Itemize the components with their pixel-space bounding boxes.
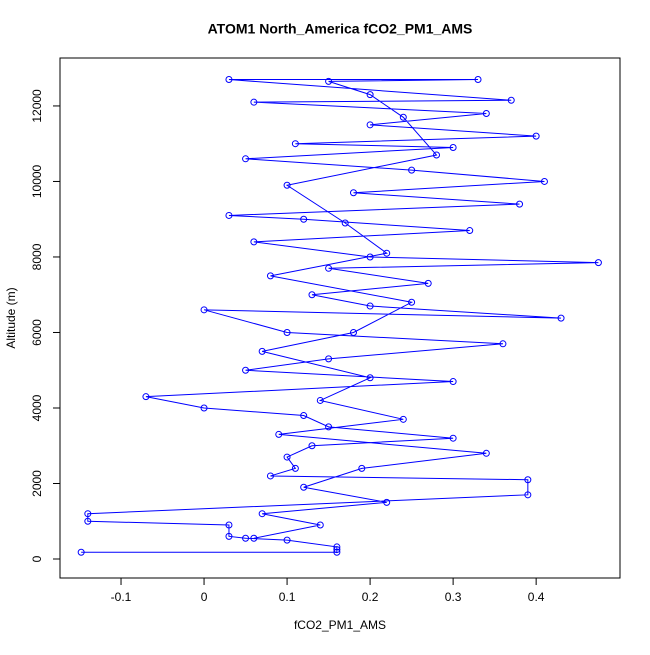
y-tick-label: 8000	[30, 243, 44, 270]
data-point	[524, 476, 532, 484]
x-axis-label: fCO2_PM1_AMS	[294, 618, 386, 632]
data-point	[524, 491, 532, 499]
data-point	[266, 472, 274, 480]
y-axis-label: Altitude (m)	[4, 287, 18, 348]
data-point	[482, 449, 490, 457]
data-point	[557, 314, 565, 322]
y-tick-label: 4000	[30, 394, 44, 421]
data-point	[225, 211, 233, 219]
data-point	[258, 510, 266, 518]
data-point	[358, 464, 366, 472]
data-point	[433, 151, 441, 159]
data-point	[482, 109, 490, 117]
data-point	[466, 227, 474, 235]
data-point	[399, 113, 407, 121]
x-tick-label: 0.2	[362, 590, 379, 604]
data-point	[250, 238, 258, 246]
x-tick-label: 0.3	[445, 590, 462, 604]
data-point	[300, 215, 308, 223]
data-point	[449, 434, 457, 442]
data-line	[81, 79, 599, 553]
data-point	[308, 291, 316, 299]
data-point	[532, 132, 540, 140]
data-point	[366, 121, 374, 129]
chart-title: ATOM1 North_America fCO2_PM1_AMS	[208, 21, 473, 37]
data-point	[366, 374, 374, 382]
data-point	[250, 98, 258, 106]
data-point	[142, 393, 150, 401]
data-point	[499, 340, 507, 348]
data-point	[84, 517, 92, 525]
data-point	[594, 259, 602, 267]
data-point	[258, 347, 266, 355]
data-point	[291, 464, 299, 472]
data-point	[283, 181, 291, 189]
data-point	[333, 548, 341, 556]
data-point	[474, 76, 482, 84]
data-point	[242, 534, 250, 542]
data-point	[540, 177, 548, 185]
data-point	[399, 415, 407, 423]
data-point	[300, 412, 308, 420]
data-point	[516, 200, 524, 208]
data-point	[242, 155, 250, 163]
data-point	[383, 498, 391, 506]
data-point	[316, 521, 324, 529]
y-tick-label: 10000	[30, 164, 44, 198]
data-point	[341, 219, 349, 227]
data-point	[449, 143, 457, 151]
data-point	[242, 366, 250, 374]
data-point	[283, 328, 291, 336]
data-point	[225, 521, 233, 529]
data-point	[283, 536, 291, 544]
data-point	[424, 279, 432, 287]
data-point	[275, 430, 283, 438]
data-point	[200, 404, 208, 412]
data-point	[366, 302, 374, 310]
data-point	[325, 355, 333, 363]
data-point	[383, 249, 391, 257]
y-tick-label: 0	[30, 555, 44, 562]
data-point	[325, 77, 333, 85]
data-point	[316, 396, 324, 404]
data-point	[225, 76, 233, 84]
data-point	[300, 483, 308, 491]
y-tick-label: 12000	[30, 89, 44, 123]
data-point	[325, 423, 333, 431]
y-tick-label: 6000	[30, 319, 44, 346]
data-point	[225, 532, 233, 540]
data-point	[84, 510, 92, 518]
data-point	[507, 96, 515, 104]
y-tick-label: 2000	[30, 470, 44, 497]
data-point	[308, 442, 316, 450]
data-point	[349, 328, 357, 336]
data-point	[77, 548, 85, 556]
data-point	[333, 546, 341, 554]
data-point	[200, 306, 208, 314]
data-point	[349, 189, 357, 197]
x-tick-label: 0.4	[528, 590, 545, 604]
data-point	[408, 166, 416, 174]
x-tick-label: -0.1	[111, 590, 132, 604]
data-point	[266, 272, 274, 280]
data-point	[366, 253, 374, 261]
data-point	[366, 91, 374, 99]
x-tick-label: 0	[201, 590, 208, 604]
data-point	[449, 378, 457, 386]
data-point	[333, 543, 341, 551]
data-point	[283, 453, 291, 461]
plot-box	[59, 57, 621, 579]
data-point	[408, 298, 416, 306]
data-point	[325, 264, 333, 272]
x-tick-label: 0.1	[279, 590, 296, 604]
data-point	[250, 534, 258, 542]
data-point	[291, 140, 299, 148]
